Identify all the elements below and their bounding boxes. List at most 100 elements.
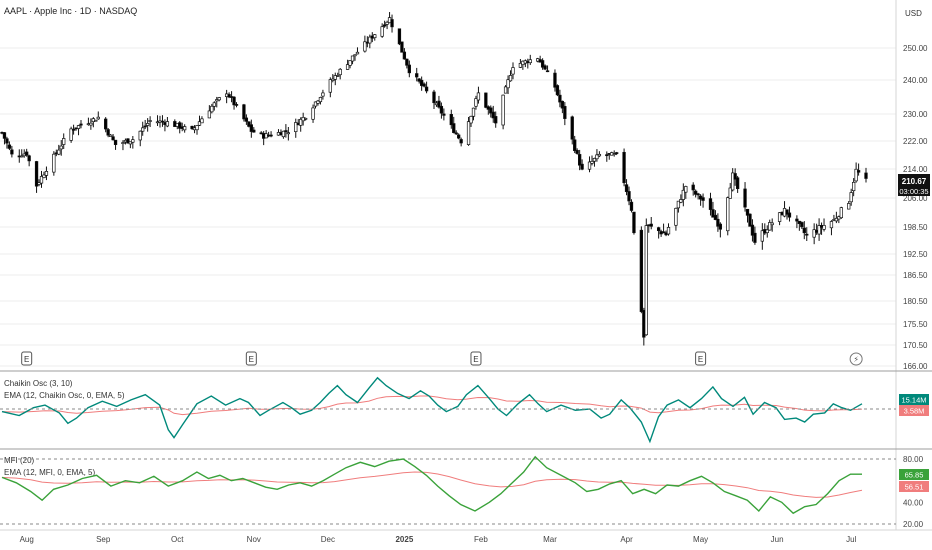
- candle-body: [39, 176, 44, 184]
- time-axis-tick: Aug: [20, 535, 34, 544]
- candle-body: [183, 126, 187, 131]
- price-axis-tick: 250.00: [903, 44, 928, 53]
- candle-body: [57, 149, 61, 155]
- time-axis-tick: Dec: [321, 535, 335, 544]
- candle-body: [148, 120, 152, 122]
- last-price-label: 210.67: [902, 177, 927, 186]
- candle-body: [415, 73, 419, 78]
- mfi-axis-tick: 40.00: [903, 498, 924, 507]
- candle-body: [864, 172, 868, 179]
- candle-body: [770, 222, 774, 226]
- time-axis-tick: Feb: [474, 535, 488, 544]
- chaikin-value: 15.14M: [901, 396, 926, 405]
- candle-body: [286, 132, 291, 135]
- candle-body: [476, 92, 481, 101]
- candle-body: [735, 177, 740, 189]
- price-axis-tick: 166.00: [903, 362, 928, 371]
- candle-body: [121, 142, 125, 144]
- earnings-marker-label: E: [249, 355, 254, 364]
- candle-body: [27, 155, 31, 162]
- candle-body: [141, 127, 145, 132]
- price-axis-tick: 198.50: [903, 223, 928, 232]
- candle-body: [294, 122, 298, 133]
- lightning-icon[interactable]: [849, 352, 863, 366]
- lightning-glyph: ⚡: [853, 355, 859, 364]
- candle-body: [644, 225, 648, 336]
- candle-body: [656, 227, 661, 232]
- chaikin-pane: [1, 376, 863, 444]
- candle-body: [854, 168, 858, 182]
- candle-body: [666, 227, 671, 235]
- mfi-ema-line: [1, 471, 863, 498]
- candle-body: [553, 72, 557, 88]
- candle-body: [785, 209, 789, 215]
- earnings-marker-icon[interactable]: [695, 351, 707, 366]
- earnings-marker-label: E: [473, 355, 478, 364]
- candle-body: [474, 98, 478, 107]
- candle-body: [777, 212, 782, 222]
- candle-body: [716, 218, 720, 227]
- price-axis-tick: 206.00: [903, 194, 928, 203]
- candle-body: [380, 26, 384, 37]
- time-axis: Aug Sep Oct Nov Dec 2025 Feb Mar Apr May Jun Jul: [20, 535, 857, 544]
- mfi-pane: [1, 455, 863, 515]
- candle-body: [679, 199, 683, 203]
- candle-body: [753, 232, 757, 243]
- candle-body: [856, 170, 861, 173]
- earnings-marker-icon[interactable]: [245, 351, 257, 366]
- candle-body: [822, 225, 826, 230]
- candle-body: [368, 36, 372, 44]
- candle-body: [111, 136, 115, 141]
- candle-body: [834, 217, 839, 222]
- candle-body: [145, 123, 150, 126]
- candle-body: [207, 110, 212, 119]
- candle-body: [454, 132, 458, 135]
- candle-body: [563, 106, 567, 119]
- candle-body: [469, 115, 473, 124]
- chaikin-legend: Chaikin Osc (3, 10): [4, 379, 73, 388]
- candle-body: [89, 122, 93, 126]
- candle-body: [540, 60, 545, 68]
- candle-body: [466, 121, 471, 145]
- candle-body: [242, 104, 246, 120]
- mfi-legend: MFI (20): [4, 456, 35, 465]
- candle-body: [244, 117, 249, 122]
- candle-body: [143, 125, 147, 128]
- candle-body: [200, 118, 204, 124]
- grid-lines: [0, 47, 896, 367]
- candle-body: [701, 197, 705, 201]
- mfi-ema-badge: [899, 481, 929, 492]
- earnings-marker-label: E: [698, 355, 703, 364]
- candle-body: [348, 60, 352, 66]
- candle-body: [442, 113, 446, 116]
- candle-body: [558, 94, 562, 103]
- candle-body: [711, 209, 715, 218]
- candle-body: [802, 227, 806, 234]
- candle-body: [629, 201, 634, 211]
- candle-body: [424, 86, 429, 92]
- candle-body: [104, 118, 108, 130]
- chaikin-ema-value: 3.58M: [904, 407, 925, 416]
- candle-body: [501, 94, 505, 126]
- candle-body: [852, 181, 856, 192]
- chaikin-ema-legend: EMA (12, Chaikin Osc, 0, EMA, 5): [4, 391, 125, 400]
- chaikin-ema-line: [1, 395, 863, 416]
- candle-body: [787, 212, 792, 218]
- candle-body: [632, 211, 636, 234]
- candle-body: [437, 100, 441, 108]
- earnings-marker-icon[interactable]: [470, 351, 482, 366]
- candle-body: [545, 70, 550, 73]
- candle-body: [573, 139, 577, 152]
- candle-body: [491, 111, 495, 119]
- earnings-marker-icon[interactable]: [21, 351, 33, 366]
- candle-body: [313, 101, 318, 107]
- chaikin-value-badge: [899, 394, 929, 405]
- price-axis-tick: 214.00: [903, 165, 928, 174]
- candle-body: [765, 229, 769, 234]
- candle-body: [355, 51, 360, 55]
- candle-body: [44, 171, 49, 176]
- candle-body: [405, 58, 409, 66]
- mfi-value-badge: [899, 469, 929, 480]
- candle-body: [113, 139, 118, 145]
- candle-body: [449, 114, 453, 126]
